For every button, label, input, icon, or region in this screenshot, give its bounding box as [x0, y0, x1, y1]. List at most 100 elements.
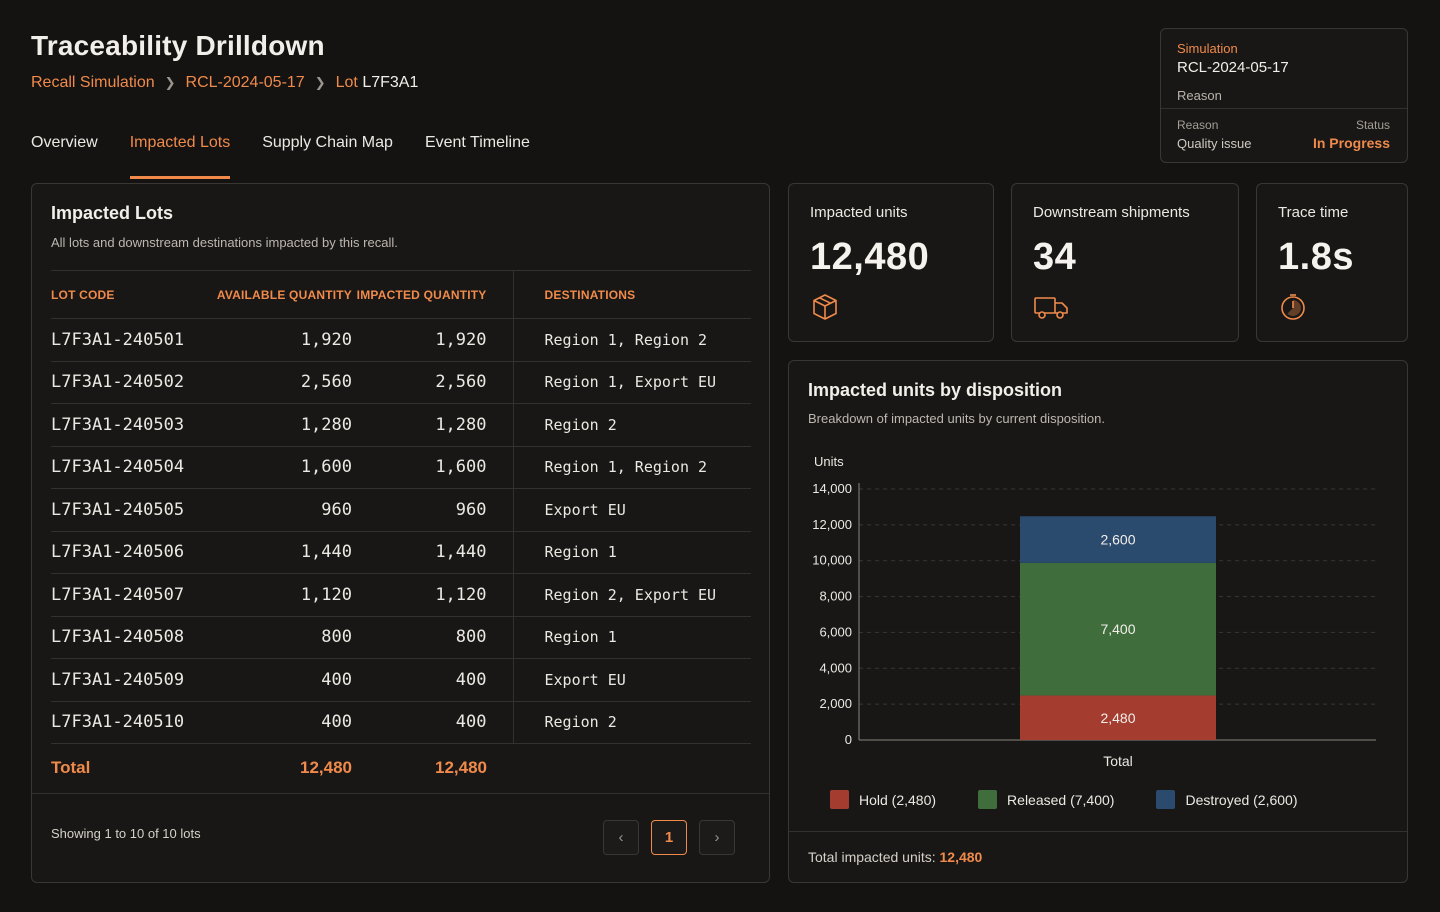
data-label: 2,480	[1100, 710, 1135, 726]
simulation-card: Simulation RCL-2024-05-17 Reason Reason …	[1160, 28, 1408, 163]
lot-code-cell: L7F3A1-240502	[51, 361, 201, 404]
divider	[789, 831, 1407, 832]
y-tick-label: 4,000	[819, 660, 852, 675]
available-quantity-cell: 1,440	[201, 531, 352, 574]
impacted-lots-panel: Impacted Lots All lots and downstream de…	[31, 183, 770, 883]
table-row[interactable]: L7F3A1-240507 1,120 1,120 Region 2, Export …	[51, 573, 751, 617]
next-page-button[interactable]: ›	[699, 820, 735, 855]
box-icon	[813, 294, 837, 320]
destinations-cell: Region 1, Region 2	[512, 446, 751, 489]
stat-label: Impacted units	[810, 204, 908, 221]
panel-subtitle: All lots and downstream destinations imp…	[51, 235, 398, 250]
impacted-quantity-cell: 2,560	[352, 361, 513, 404]
chart-total-value: 12,480	[939, 849, 983, 865]
y-tick-label: 0	[845, 732, 852, 747]
impacted-quantity-cell: 400	[352, 658, 513, 702]
breadcrumb-simulation-id[interactable]: RCL-2024-05-17	[185, 74, 305, 91]
table-total-row: Total 12,480 12,480	[51, 744, 751, 792]
y-axis-label: Units	[814, 454, 844, 469]
tab-supply-chain-map[interactable]: Supply Chain Map	[262, 134, 393, 151]
stat-value: 1.8s	[1278, 236, 1354, 278]
table-row[interactable]: L7F3A1-240505 960 960 Export EU	[51, 488, 751, 532]
table-row[interactable]: L7F3A1-240509 400 400 Export EU	[51, 658, 751, 702]
available-quantity-cell: 1,920	[201, 318, 352, 362]
panel-title: Impacted units by disposition	[808, 380, 1063, 400]
table-row[interactable]: L7F3A1-240506 1,440 1,440 Region 1	[51, 531, 751, 574]
timer-icon	[1281, 294, 1305, 320]
breadcrumb-recall-simulation[interactable]: Recall Simulation	[31, 74, 155, 91]
available-quantity-cell: 1,120	[201, 573, 352, 617]
simulation-label: Simulation	[1177, 41, 1238, 56]
bar-segment-destroyed	[1020, 516, 1216, 563]
y-tick-label: 10,000	[812, 553, 852, 568]
available-quantity-cell: 800	[201, 616, 352, 659]
lot-code-cell: L7F3A1-240504	[51, 446, 201, 489]
y-tick-label: 12,000	[812, 517, 852, 532]
panel-subtitle: Breakdown of impacted units by current d…	[808, 411, 1105, 426]
y-tick-label: 14,000	[812, 481, 852, 496]
impacted-quantity-cell: 960	[352, 488, 513, 532]
chevron-right-icon: ›	[714, 829, 720, 846]
stat-card-impacted-units: Impacted units 12,480	[788, 183, 994, 342]
table-row[interactable]: L7F3A1-240503 1,280 1,280 Region 2	[51, 403, 751, 447]
available-quantity-cell: 400	[201, 658, 352, 702]
lot-code-cell: L7F3A1-240510	[51, 701, 201, 744]
reason-key: Reason	[1177, 118, 1219, 132]
legend-swatch-destroyed	[1156, 790, 1176, 809]
column-header-lot-code[interactable]: LOT CODE	[51, 270, 201, 319]
stacked-bar-chart: Units 0 2,000 4,000 6,000 8,000 10,000 12,000 14…	[812, 454, 1376, 769]
impacted-quantity-cell: 800	[352, 616, 513, 659]
table-row[interactable]: L7F3A1-240502 2,560 2,560 Region 1, Export …	[51, 361, 751, 404]
simulation-reason-heading: Reason	[1177, 88, 1222, 103]
table-row[interactable]: L7F3A1-240508 800 800 Region 1	[51, 616, 751, 659]
status-badge: In Progress	[1312, 135, 1390, 151]
tab-overview[interactable]: Overview	[31, 134, 98, 151]
stat-label: Downstream shipments	[1033, 204, 1190, 221]
legend-item-destroyed[interactable]: Destroyed (2,600)	[1156, 790, 1298, 809]
column-header-destinations[interactable]: DESTINATIONS	[512, 270, 751, 319]
tab-impacted-lots[interactable]: Impacted Lots	[129, 134, 230, 179]
available-quantity-cell: 960	[201, 488, 352, 532]
pagination: ‹ 1 ›	[603, 820, 735, 855]
chevron-right-icon: ❯	[314, 75, 326, 90]
impacted-quantity-cell: 1,600	[352, 446, 513, 489]
legend-item-hold[interactable]: Hold (2,480)	[830, 790, 936, 809]
page-title: Traceability Drilldown	[31, 30, 325, 61]
available-quantity-cell: 400	[201, 701, 352, 744]
destinations-cell: Region 1, Export EU	[512, 361, 751, 404]
legend-label: Destroyed (2,600)	[1185, 791, 1298, 808]
column-header-available-quantity[interactable]: AVAILABLE QUANTITY	[201, 270, 352, 319]
available-quantity-cell: 1,600	[201, 446, 352, 489]
table-row[interactable]: L7F3A1-240510 400 400 Region 2	[51, 701, 751, 744]
tab-event-timeline[interactable]: Event Timeline	[424, 134, 530, 151]
table-row[interactable]: L7F3A1-240504 1,600 1,600 Region 1, Region …	[51, 446, 751, 489]
y-tick-label: 8,000	[819, 589, 852, 604]
divider	[32, 793, 769, 794]
legend-label: Hold (2,480)	[859, 791, 937, 808]
chart-legend: Hold (2,480) Released (7,400) Destroyed …	[830, 790, 1298, 809]
chart-total: Total impacted units: 12,480	[808, 849, 982, 865]
breadcrumb-lot-prefix: Lot	[335, 74, 358, 91]
legend-swatch-hold	[830, 790, 849, 809]
lot-code-cell: L7F3A1-240501	[51, 318, 201, 362]
total-destinations-empty	[513, 744, 751, 792]
total-available: 12,480	[300, 757, 352, 777]
lot-code-cell: L7F3A1-240506	[51, 531, 201, 574]
x-tick-label: Total	[1103, 753, 1133, 769]
destinations-cell: Region 2	[512, 701, 751, 744]
available-quantity-cell: 2,560	[201, 361, 352, 404]
bar-segment-released	[1020, 562, 1216, 696]
table-row[interactable]: L7F3A1-240501 1,920 1,920 Region 1, Region …	[51, 318, 751, 362]
legend-item-released[interactable]: Released (7,400)	[978, 790, 1114, 809]
legend-swatch-released	[978, 790, 998, 809]
stat-card-downstream-shipments: Downstream shipments 34	[1011, 183, 1239, 342]
destinations-cell: Export EU	[512, 658, 751, 702]
impacted-quantity-cell: 1,280	[352, 403, 513, 447]
previous-page-button[interactable]: ‹	[603, 820, 639, 855]
stat-label: Trace time	[1278, 204, 1349, 221]
destinations-cell: Region 1	[512, 531, 751, 574]
status-key: Status	[1355, 118, 1390, 132]
column-header-impacted-quantity[interactable]: IMPACTED QUANTITY	[352, 270, 513, 319]
panel-title: Impacted Lots	[51, 203, 174, 223]
page-1-button[interactable]: 1	[651, 820, 687, 855]
